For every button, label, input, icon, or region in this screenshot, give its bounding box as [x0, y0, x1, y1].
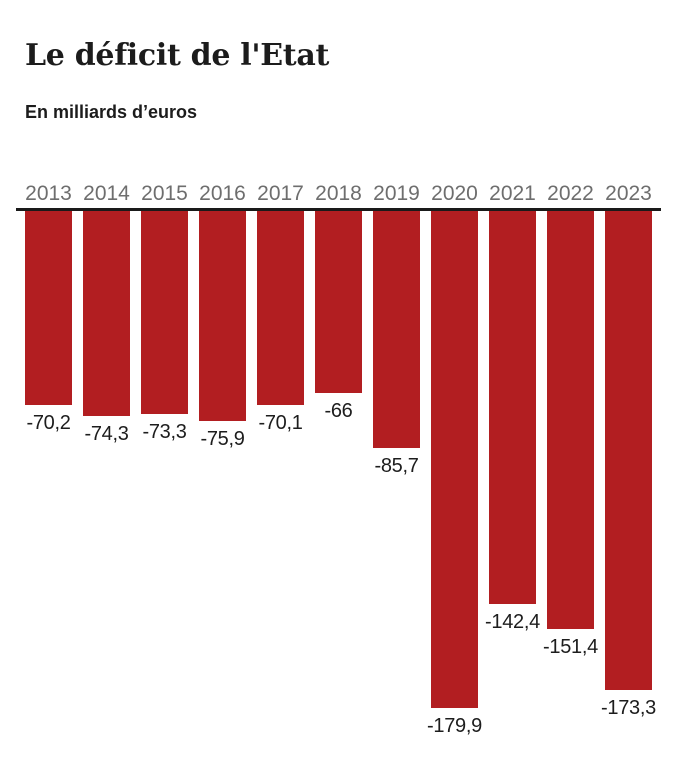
bar-column: 2023 -173,3: [601, 182, 656, 720]
deficit-bar: [373, 211, 420, 448]
bar-column: 2021 -142,4: [485, 182, 540, 634]
value-label: -74,3: [84, 423, 129, 445]
year-label: 2016: [199, 182, 246, 205]
value-label: -151,4: [543, 636, 598, 658]
year-label: 2021: [489, 182, 536, 205]
deficit-bar: [547, 211, 594, 629]
chart-title: Le déficit de l'Etat: [25, 38, 330, 73]
year-label: 2020: [431, 182, 478, 205]
bar-column: 2015 -73,3: [141, 182, 188, 444]
value-label: -73,3: [142, 421, 187, 443]
deficit-bar: [431, 211, 478, 708]
chart-subtitle: En milliards d’euros: [25, 102, 198, 122]
deficit-bar: [605, 211, 652, 690]
value-label: -142,4: [485, 611, 540, 633]
deficit-bar: [25, 211, 72, 405]
bar-column: 2022 -151,4: [543, 182, 598, 659]
baseline-axis: [16, 208, 661, 211]
value-label: -179,9: [427, 715, 482, 737]
deficit-bar: [315, 211, 362, 393]
deficit-bar: [141, 211, 188, 414]
bar-chart: 2013 -70,2 2014 -74,3 2015 -73,3 2016 -75,9 2017…: [0, 182, 696, 738]
bar-column: 2019 -85,7: [373, 182, 420, 478]
year-label: 2013: [25, 182, 72, 205]
bar-column: 2017 -70,1: [257, 182, 304, 435]
deficit-bar: [489, 211, 536, 604]
year-label: 2015: [141, 182, 188, 205]
bars-container: 2013 -70,2 2014 -74,3 2015 -73,3 2016 -75,9 2017…: [0, 182, 696, 738]
year-label: 2014: [83, 182, 130, 205]
year-label: 2018: [315, 182, 362, 205]
bar-column: 2014 -74,3: [83, 182, 130, 446]
bar-column: 2018 -66: [315, 182, 362, 423]
bar-column: 2016 -75,9: [199, 182, 246, 451]
value-label: -66: [324, 400, 353, 422]
bar-column: 2013 -70,2: [25, 182, 72, 435]
value-label: -70,1: [258, 412, 303, 434]
value-label: -75,9: [200, 428, 245, 450]
deficit-bar: [199, 211, 246, 421]
value-label: -85,7: [374, 455, 419, 477]
year-label: 2022: [547, 182, 594, 205]
year-label: 2019: [373, 182, 420, 205]
year-label: 2023: [605, 182, 652, 205]
bar-column: 2020 -179,9: [427, 182, 482, 738]
value-label: -70,2: [26, 412, 71, 434]
value-label: -173,3: [601, 697, 656, 719]
deficit-bar: [83, 211, 130, 416]
deficit-bar: [257, 211, 304, 405]
year-label: 2017: [257, 182, 304, 205]
